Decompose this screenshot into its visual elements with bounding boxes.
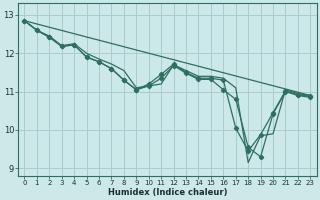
X-axis label: Humidex (Indice chaleur): Humidex (Indice chaleur) [108, 188, 227, 197]
